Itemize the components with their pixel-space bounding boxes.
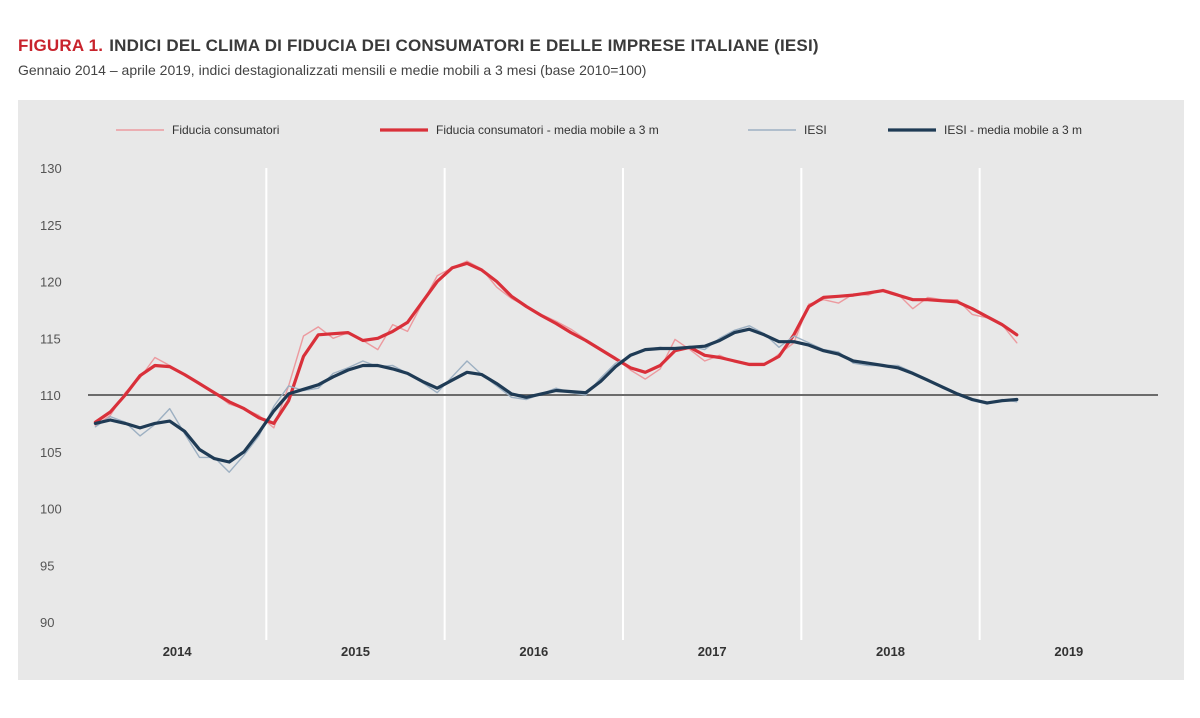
legend-label-2: IESI bbox=[804, 123, 827, 137]
y-tick-label: 110 bbox=[40, 388, 61, 403]
y-tick-label: 105 bbox=[40, 445, 62, 460]
x-tick-label: 2014 bbox=[163, 644, 193, 659]
y-tick-label: 120 bbox=[40, 275, 62, 290]
chart-container: 130 125 120 115 110 105 100 95 90 2014 2015 2016 201… bbox=[18, 100, 1184, 680]
x-tick-label: 2018 bbox=[876, 644, 905, 659]
y-tick-label: 115 bbox=[40, 331, 61, 346]
figure-title-text: INDICI DEL CLIMA DI FIDUCIA DEI CONSUMAT… bbox=[109, 36, 819, 55]
y-tick-label: 95 bbox=[40, 558, 54, 573]
series-line-2 bbox=[94, 325, 1018, 473]
x-tick-label: 2015 bbox=[341, 644, 370, 659]
figure-title: FIGURA 1. INDICI DEL CLIMA DI FIDUCIA DEI… bbox=[18, 36, 1182, 56]
y-tick-label: 125 bbox=[40, 218, 62, 233]
x-tick-label: 2017 bbox=[698, 644, 727, 659]
legend-label-0: Fiducia consumatori bbox=[172, 123, 279, 137]
x-tick-label: 2019 bbox=[1054, 644, 1083, 659]
y-tick-label: 100 bbox=[40, 502, 62, 517]
plot-background bbox=[18, 100, 1184, 680]
series-line-1 bbox=[93, 261, 1019, 425]
figure-label: FIGURA 1. bbox=[18, 36, 104, 55]
series-line-3 bbox=[93, 327, 1019, 464]
y-tick-label: 90 bbox=[40, 615, 54, 630]
x-tick-label: 2016 bbox=[519, 644, 548, 659]
y-tick-label: 130 bbox=[40, 161, 62, 176]
line-chart: 130 125 120 115 110 105 100 95 90 2014 2015 2016 201… bbox=[18, 100, 1184, 680]
figure-header: FIGURA 1. INDICI DEL CLIMA DI FIDUCIA DEI… bbox=[18, 36, 1182, 78]
figure-subtitle: Gennaio 2014 – aprile 2019, indici desta… bbox=[18, 62, 647, 78]
legend-label-1: Fiducia consumatori - media mobile a 3 m bbox=[436, 123, 659, 137]
legend-label-3: IESI - media mobile a 3 m bbox=[944, 123, 1082, 137]
